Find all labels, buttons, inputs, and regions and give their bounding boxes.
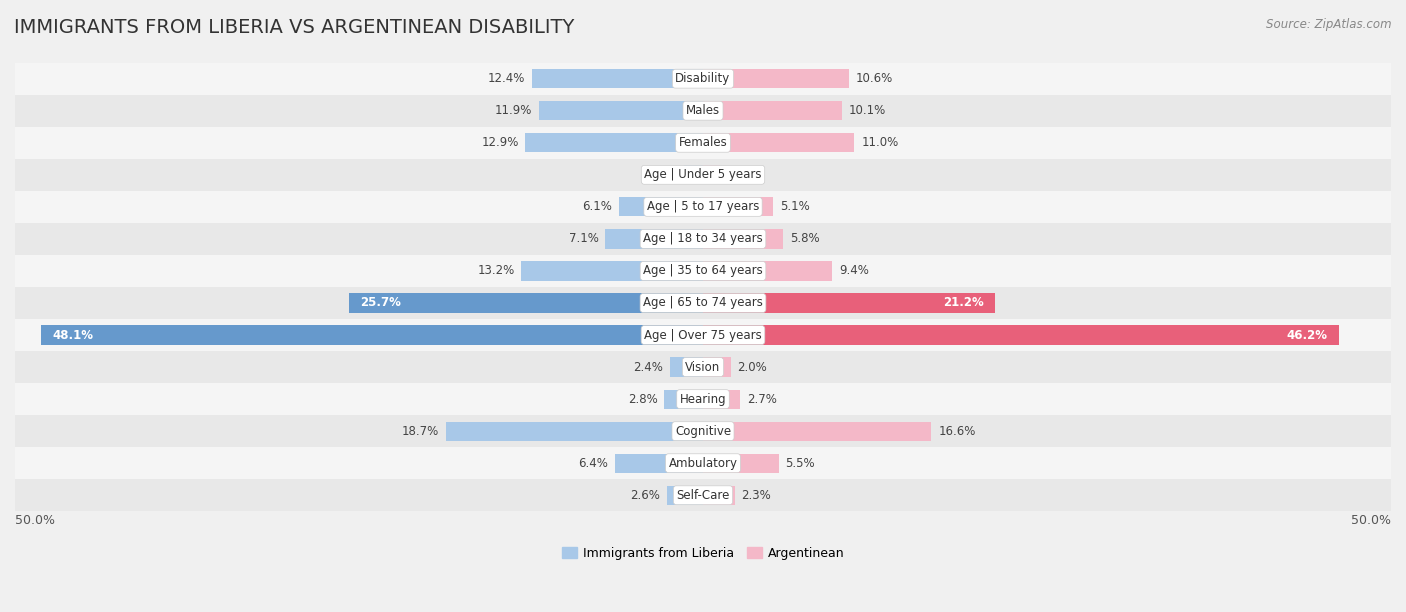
Text: 5.8%: 5.8%	[790, 233, 820, 245]
Text: Age | 65 to 74 years: Age | 65 to 74 years	[643, 296, 763, 310]
FancyBboxPatch shape	[15, 255, 1391, 287]
FancyBboxPatch shape	[15, 223, 1391, 255]
Text: Cognitive: Cognitive	[675, 425, 731, 438]
FancyBboxPatch shape	[15, 351, 1391, 383]
Text: 50.0%: 50.0%	[1351, 515, 1391, 528]
Bar	[349, 293, 703, 313]
Text: 10.1%: 10.1%	[849, 104, 886, 118]
Text: Age | Over 75 years: Age | Over 75 years	[644, 329, 762, 341]
Text: 12.4%: 12.4%	[488, 72, 526, 85]
Bar	[668, 486, 703, 505]
FancyBboxPatch shape	[15, 62, 1391, 95]
Text: 21.2%: 21.2%	[943, 296, 984, 310]
FancyBboxPatch shape	[15, 415, 1391, 447]
Bar	[619, 197, 703, 217]
FancyBboxPatch shape	[15, 191, 1391, 223]
Bar	[671, 357, 703, 377]
Text: Vision: Vision	[685, 360, 721, 373]
Bar	[703, 293, 994, 313]
FancyBboxPatch shape	[15, 159, 1391, 191]
Text: 50.0%: 50.0%	[15, 515, 55, 528]
Text: Age | 35 to 64 years: Age | 35 to 64 years	[643, 264, 763, 277]
Text: 2.6%: 2.6%	[630, 489, 661, 502]
Text: 6.1%: 6.1%	[582, 200, 612, 214]
Bar	[703, 486, 735, 505]
Text: 2.3%: 2.3%	[741, 489, 772, 502]
Bar	[703, 197, 773, 217]
Text: 7.1%: 7.1%	[568, 233, 599, 245]
FancyBboxPatch shape	[15, 479, 1391, 511]
Text: 25.7%: 25.7%	[360, 296, 401, 310]
Text: Age | 5 to 17 years: Age | 5 to 17 years	[647, 200, 759, 214]
Text: 12.9%: 12.9%	[481, 136, 519, 149]
Text: 2.8%: 2.8%	[628, 393, 658, 406]
Text: Ambulatory: Ambulatory	[668, 457, 738, 470]
Text: Males: Males	[686, 104, 720, 118]
Bar	[703, 69, 849, 88]
Text: 9.4%: 9.4%	[839, 264, 869, 277]
Text: 2.0%: 2.0%	[737, 360, 768, 373]
Text: Hearing: Hearing	[679, 393, 727, 406]
Text: 46.2%: 46.2%	[1286, 329, 1327, 341]
Text: 13.2%: 13.2%	[477, 264, 515, 277]
Bar	[703, 326, 1339, 345]
Text: 1.4%: 1.4%	[647, 168, 676, 181]
Bar	[703, 261, 832, 280]
Bar	[703, 422, 931, 441]
Text: 2.7%: 2.7%	[747, 393, 778, 406]
Bar	[683, 165, 703, 184]
Text: Age | Under 5 years: Age | Under 5 years	[644, 168, 762, 181]
FancyBboxPatch shape	[15, 127, 1391, 159]
Text: 6.4%: 6.4%	[578, 457, 607, 470]
FancyBboxPatch shape	[15, 447, 1391, 479]
Text: 5.1%: 5.1%	[780, 200, 810, 214]
Bar	[526, 133, 703, 152]
FancyBboxPatch shape	[15, 287, 1391, 319]
Text: IMMIGRANTS FROM LIBERIA VS ARGENTINEAN DISABILITY: IMMIGRANTS FROM LIBERIA VS ARGENTINEAN D…	[14, 18, 575, 37]
FancyBboxPatch shape	[15, 319, 1391, 351]
Legend: Immigrants from Liberia, Argentinean: Immigrants from Liberia, Argentinean	[557, 542, 849, 565]
Bar	[533, 69, 703, 88]
Bar	[540, 101, 703, 121]
Text: Females: Females	[679, 136, 727, 149]
Bar	[703, 357, 731, 377]
Text: Source: ZipAtlas.com: Source: ZipAtlas.com	[1267, 18, 1392, 31]
Bar	[446, 422, 703, 441]
Bar	[665, 389, 703, 409]
Text: 11.0%: 11.0%	[862, 136, 898, 149]
Bar	[703, 389, 740, 409]
Text: 2.4%: 2.4%	[633, 360, 664, 373]
Text: 16.6%: 16.6%	[938, 425, 976, 438]
Text: Disability: Disability	[675, 72, 731, 85]
Bar	[703, 165, 720, 184]
Text: 18.7%: 18.7%	[402, 425, 439, 438]
Text: 5.5%: 5.5%	[786, 457, 815, 470]
Bar	[703, 230, 783, 248]
FancyBboxPatch shape	[15, 383, 1391, 415]
Text: 48.1%: 48.1%	[52, 329, 93, 341]
Text: 10.6%: 10.6%	[856, 72, 893, 85]
Bar	[614, 453, 703, 473]
FancyBboxPatch shape	[15, 95, 1391, 127]
Bar	[703, 101, 842, 121]
Bar	[703, 453, 779, 473]
Text: 11.9%: 11.9%	[495, 104, 533, 118]
Bar	[703, 133, 855, 152]
Bar	[41, 326, 703, 345]
Text: Age | 18 to 34 years: Age | 18 to 34 years	[643, 233, 763, 245]
Bar	[522, 261, 703, 280]
Text: Self-Care: Self-Care	[676, 489, 730, 502]
Text: 1.2%: 1.2%	[727, 168, 756, 181]
Bar	[606, 230, 703, 248]
